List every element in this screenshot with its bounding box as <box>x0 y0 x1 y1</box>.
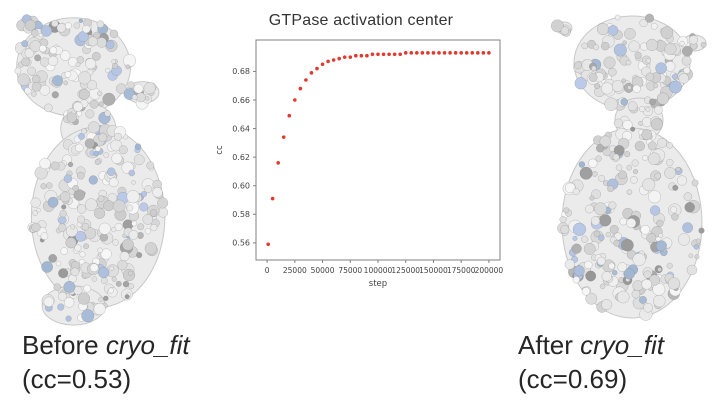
before-caption: Before cryo_fit (cc=0.53) <box>22 328 190 396</box>
convergence-chart: GTPase activation center 0 25000 50000 7500… <box>210 12 512 298</box>
scatter-plot: 0 25000 50000 75000 100000 125000 150000 175000… <box>215 39 504 289</box>
x-axis-label: step <box>369 279 387 289</box>
before-caption-italic: cryo_fit <box>105 330 190 360</box>
svg-text:175000: 175000 <box>447 266 476 275</box>
before-caption-text: Before <box>22 330 106 360</box>
svg-text:0.64: 0.64 <box>232 124 250 133</box>
svg-text:75000: 75000 <box>338 266 362 275</box>
svg-text:150000: 150000 <box>419 266 448 275</box>
after-caption-text: After <box>518 330 581 360</box>
svg-text:0.66: 0.66 <box>232 96 250 105</box>
svg-text:0.56: 0.56 <box>232 239 250 248</box>
svg-text:125000: 125000 <box>391 266 420 275</box>
svg-text:0.60: 0.60 <box>232 182 250 191</box>
chart-title: GTPase activation center <box>268 12 454 29</box>
after-caption-line: After cryo_fit <box>518 328 664 362</box>
before-structure-image <box>14 14 169 326</box>
before-caption-line: Before cryo_fit <box>22 328 190 362</box>
after-structure-image <box>550 13 707 321</box>
after-caption-italic: cryo_fit <box>580 330 664 360</box>
svg-text:0.58: 0.58 <box>232 210 250 219</box>
svg-text:25000: 25000 <box>283 266 307 275</box>
svg-text:0.68: 0.68 <box>232 67 250 76</box>
svg-text:0.62: 0.62 <box>232 153 250 162</box>
svg-text:100000: 100000 <box>364 266 393 275</box>
after-cc-value: (cc=0.69) <box>518 364 628 394</box>
svg-text:200000: 200000 <box>475 266 504 275</box>
y-axis-label: cc <box>215 145 225 155</box>
svg-text:0: 0 <box>265 266 270 275</box>
before-cc-value: (cc=0.53) <box>22 364 132 394</box>
after-caption: After cryo_fit (cc=0.69) <box>518 328 664 396</box>
svg-text:50000: 50000 <box>311 266 335 275</box>
